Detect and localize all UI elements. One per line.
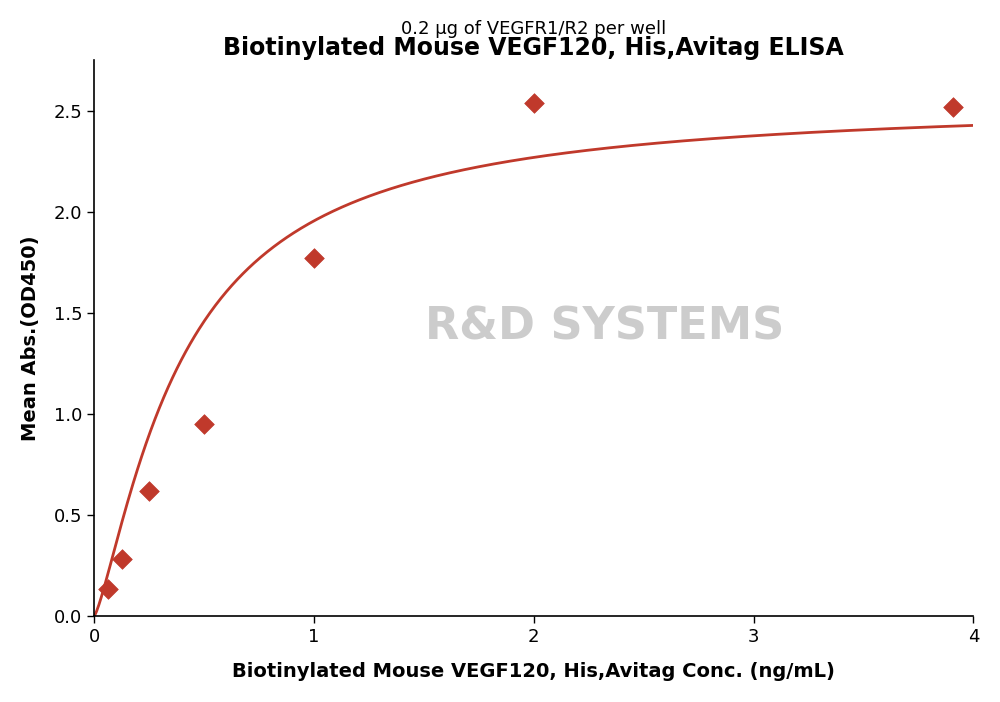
Title: Biotinylated Mouse VEGF120, His,Avitag ELISA: Biotinylated Mouse VEGF120, His,Avitag E… [223,36,844,60]
Text: R&D SYSTEMS: R&D SYSTEMS [425,305,784,348]
Point [196,418,212,430]
Point [114,554,130,565]
Point [945,101,961,112]
Point [526,98,542,109]
Y-axis label: Mean Abs.(OD450): Mean Abs.(OD450) [21,235,40,441]
X-axis label: Biotinylated Mouse VEGF120, His,Avitag Conc. (ng/mL): Biotinylated Mouse VEGF120, His,Avitag C… [232,662,835,681]
Point [100,584,116,595]
Text: 0.2 μg of VEGFR1/R2 per well: 0.2 μg of VEGFR1/R2 per well [401,20,666,38]
Point [306,253,322,264]
Point [141,485,157,496]
